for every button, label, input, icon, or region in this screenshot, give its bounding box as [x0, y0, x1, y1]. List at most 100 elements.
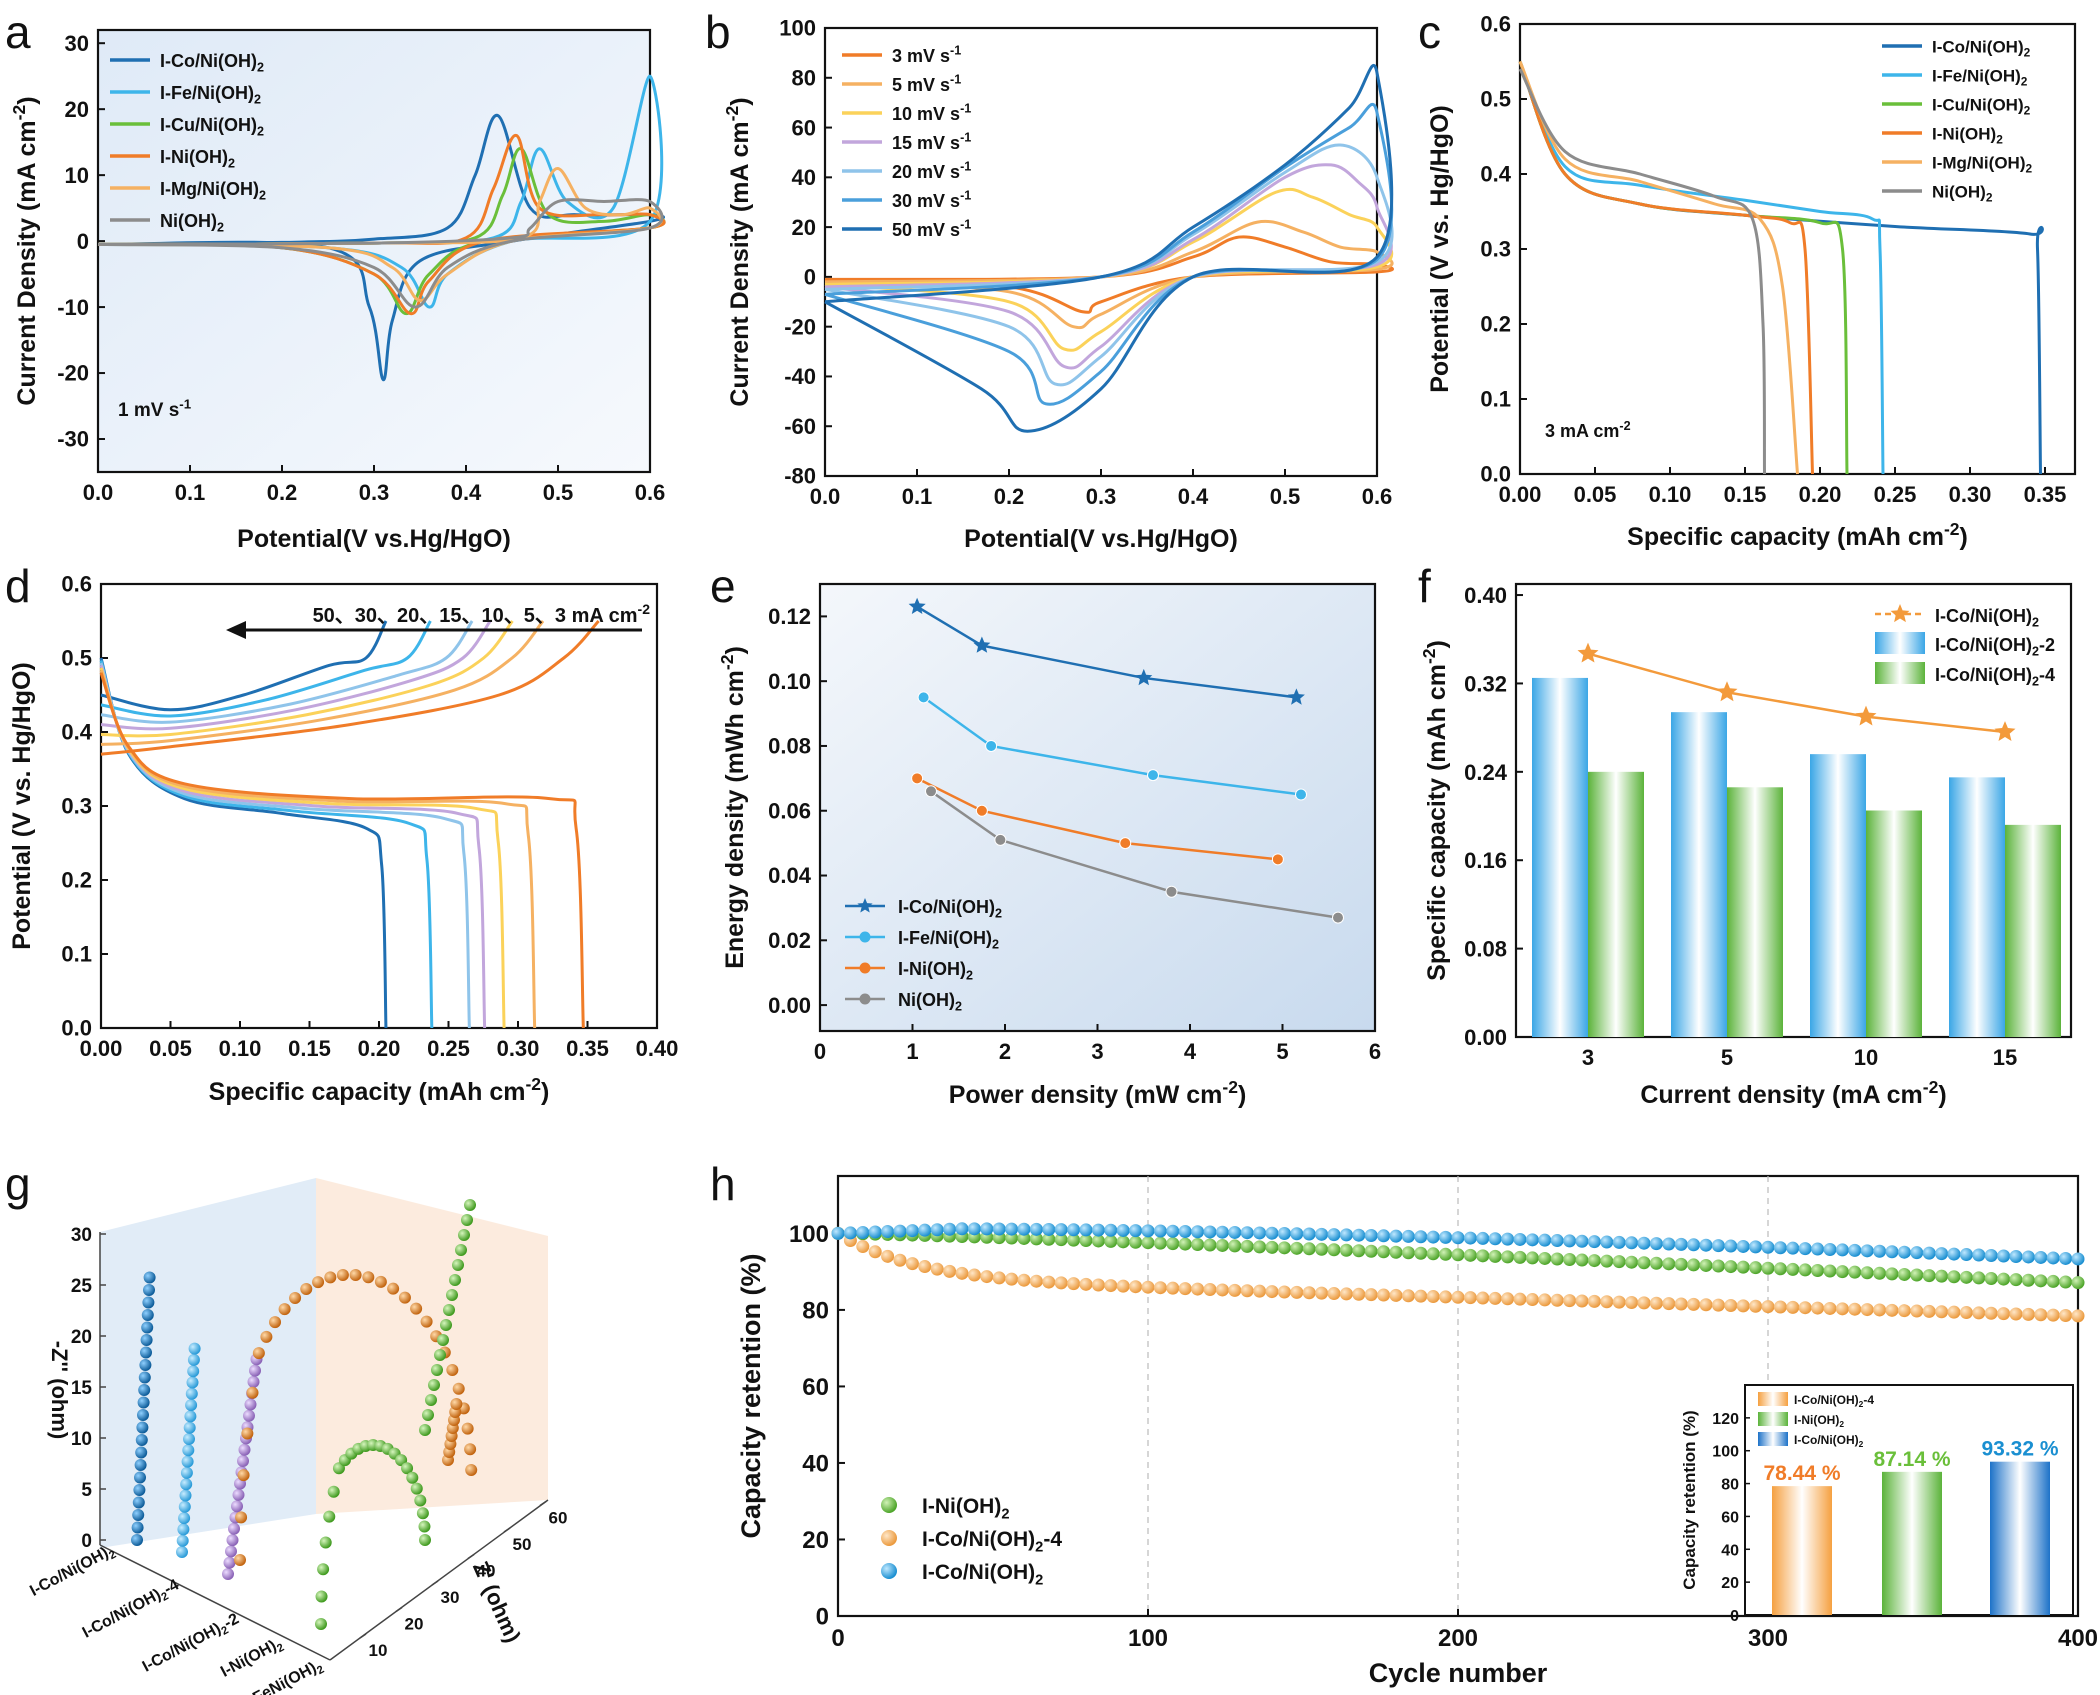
data-point	[1823, 1301, 1837, 1315]
x-tick-label: 5	[1721, 1045, 1733, 1070]
panel-label: e	[710, 560, 736, 612]
data-point	[1724, 1298, 1738, 1312]
data-point	[1116, 1235, 1130, 1249]
data-point	[1116, 1279, 1130, 1293]
x-axis-label: Cycle number	[1369, 1658, 1548, 1688]
data-point	[1079, 1234, 1093, 1248]
data-point	[187, 1353, 200, 1366]
inset-legend-swatch	[1758, 1432, 1788, 1446]
x-tick-label: 0.25	[427, 1036, 470, 1061]
depth-tick	[395, 1606, 403, 1613]
data-point	[1873, 1303, 1887, 1317]
x-tick-label: 0.0	[810, 484, 841, 509]
y-tick-label: -80	[784, 464, 816, 489]
data-point	[2046, 1251, 2060, 1265]
data-point	[1377, 1229, 1391, 1243]
x-tick-label: 0.5	[543, 480, 574, 505]
data-point	[1749, 1261, 1763, 1275]
panel-label: a	[5, 6, 31, 58]
data-point	[1649, 1237, 1663, 1251]
data-point	[955, 1222, 969, 1236]
panel-e: 0 1 2 3 4 5 6 0.00 0.02 0.04 0.06 0.08 0.10 0.12 I-Co/…	[717, 582, 1381, 1109]
x-tick-label: 0.30	[1949, 482, 1992, 507]
data-point	[1240, 1226, 1254, 1240]
series-charge	[100, 620, 474, 724]
legend-label: I-Co/Ni(OH)2​	[922, 1561, 1043, 1588]
legend-label: 10 mV s-1​	[892, 102, 971, 124]
data-point	[1637, 1236, 1651, 1250]
data-point	[856, 1225, 870, 1239]
data-point	[452, 1382, 465, 1395]
x-tick-label: 3	[1091, 1039, 1103, 1064]
data-point	[1203, 1283, 1217, 1297]
data-point	[1265, 1226, 1279, 1240]
data-point	[980, 1222, 994, 1236]
data-point	[133, 1484, 146, 1496]
panel-label: c	[1418, 6, 1441, 58]
legend-label: I-Ni(OH)2​	[1932, 124, 2003, 146]
data-point	[182, 1444, 195, 1457]
data-point	[1612, 1255, 1626, 1269]
data-point	[2046, 1308, 2060, 1322]
data-point	[1625, 1236, 1639, 1250]
data-point	[1786, 1300, 1800, 1314]
data-point	[278, 1303, 291, 1316]
x-axis-label: Z' (ohm)	[468, 1558, 526, 1647]
data-point	[1662, 1257, 1676, 1271]
depth-tick-label: 30	[441, 1588, 460, 1607]
data-point	[134, 1471, 146, 1484]
data-point	[1848, 1265, 1862, 1279]
data-point	[1649, 1296, 1663, 1310]
depth-tick	[467, 1553, 475, 1560]
data-point	[138, 1384, 151, 1396]
data-point	[300, 1282, 313, 1295]
data-point	[1426, 1247, 1440, 1261]
annotation: 3 mA cm-2​	[1545, 419, 1631, 441]
data-point	[1439, 1230, 1453, 1244]
y-axis-label: Energy density (mWh cm-2​)	[717, 646, 749, 969]
bar-co-ni-2	[1671, 712, 1727, 1037]
y-tick-label: -60	[784, 414, 816, 439]
y-tick-label: 0.1	[1480, 387, 1511, 412]
data-point	[414, 1494, 427, 1507]
y-tick-label: 0.12	[768, 604, 811, 629]
data-point	[1191, 1282, 1205, 1296]
data-point	[1501, 1250, 1515, 1264]
y-axis-label: Potential (V vs. Hg/HgO)	[8, 662, 36, 950]
data-point	[177, 1523, 190, 1536]
data-point	[1129, 1280, 1143, 1294]
data-point	[1761, 1240, 1775, 1254]
x-tick-label: 100	[1128, 1625, 1168, 1652]
inset-y-tick-label: 100	[1712, 1444, 1739, 1461]
data-point	[1414, 1246, 1428, 1260]
plot-frame	[1514, 582, 2073, 1039]
series-line	[916, 605, 1297, 699]
data-point	[1835, 1265, 1849, 1279]
z-tick-label: 20	[71, 1327, 92, 1348]
data-point	[1104, 1279, 1118, 1293]
x-axis-label: Power density (mW cm-2​)	[949, 1077, 1247, 1109]
data-point	[312, 1276, 325, 1289]
data-point	[428, 1379, 440, 1391]
data-point	[1972, 1306, 1986, 1320]
data-point	[918, 1223, 932, 1237]
data-point	[1476, 1291, 1490, 1305]
x-tick-label: 0.40	[636, 1036, 679, 1061]
data-point	[244, 1398, 257, 1411]
z-tick-label: 5	[81, 1480, 92, 1501]
legend-marker	[881, 1530, 897, 1546]
bar-co-ni-4	[1866, 810, 1922, 1037]
data-point	[1005, 1222, 1019, 1236]
data-point	[1042, 1275, 1056, 1289]
x-tick-label: 0.3	[359, 480, 390, 505]
data-point	[1811, 1263, 1825, 1277]
data-point	[893, 1224, 907, 1238]
data-point	[1699, 1298, 1713, 1312]
data-point	[1835, 1243, 1849, 1257]
data-point	[410, 1482, 423, 1495]
data-point	[1922, 1269, 1936, 1283]
z-tick-label: 15	[71, 1378, 93, 1399]
x-tick-label: 0.6	[635, 480, 666, 505]
data-point	[1711, 1259, 1725, 1273]
data-point	[141, 1309, 154, 1321]
